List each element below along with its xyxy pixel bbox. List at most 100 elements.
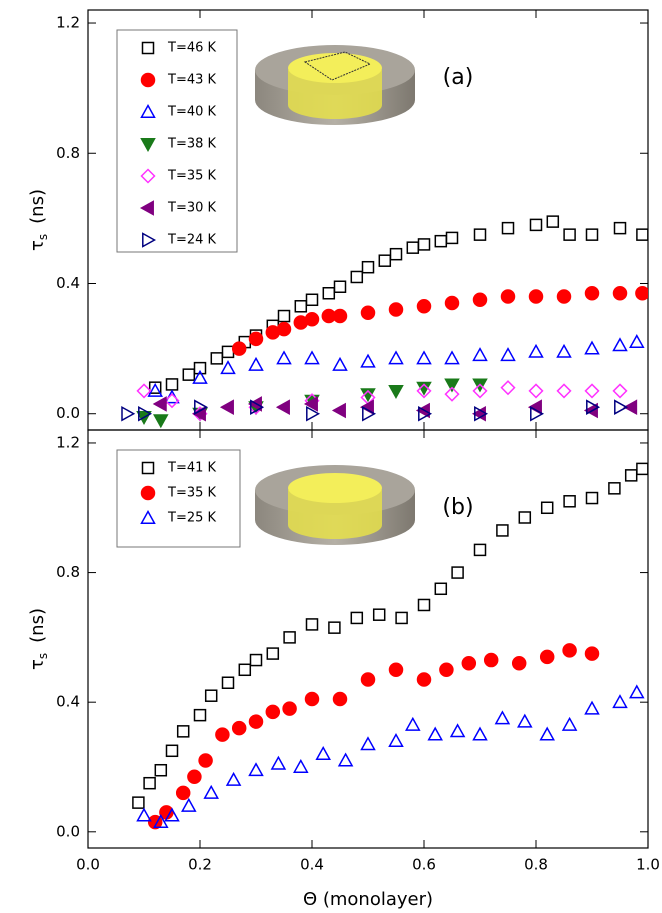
marker [361, 260, 375, 274]
marker [303, 396, 318, 412]
y-tick-label: 0.0 [56, 822, 80, 840]
marker [528, 343, 544, 358]
marker [636, 462, 648, 476]
marker [472, 383, 488, 399]
y-tick-label: 0.4 [56, 693, 80, 711]
marker [140, 485, 156, 501]
marker [511, 656, 527, 671]
legend-box [116, 449, 241, 548]
marker [444, 350, 460, 365]
plot-frame [87, 429, 649, 849]
marker [417, 598, 431, 612]
marker [176, 725, 190, 738]
marker [546, 215, 560, 228]
marker [483, 652, 499, 668]
marker [444, 295, 460, 311]
marker [250, 399, 265, 415]
marker [518, 511, 532, 524]
marker [562, 643, 577, 658]
marker [563, 228, 576, 241]
marker [306, 405, 321, 422]
marker [388, 302, 404, 317]
marker [612, 383, 628, 399]
marker [152, 396, 167, 412]
marker [132, 796, 145, 809]
marker [332, 308, 348, 324]
legend-text: T=30 K [167, 201, 217, 216]
marker [304, 350, 320, 365]
y-label-subscript: s [36, 653, 50, 659]
marker [444, 378, 460, 393]
marker [388, 662, 404, 678]
marker [624, 469, 638, 482]
marker [496, 524, 509, 537]
marker [439, 662, 454, 678]
marker [219, 399, 234, 415]
marker [378, 254, 392, 267]
panel-annotation: (b) [442, 495, 473, 520]
marker [193, 361, 207, 375]
panel-annotation: (a) [443, 65, 474, 90]
marker [331, 402, 346, 419]
marker [140, 138, 156, 153]
legend-text: T=46 K [167, 41, 217, 56]
marker [221, 345, 235, 359]
marker [221, 676, 235, 689]
y-tick-label: 0.4 [56, 274, 80, 292]
marker [276, 350, 292, 365]
marker [154, 763, 168, 777]
marker [270, 755, 287, 770]
x-tick-label: 0.8 [524, 856, 548, 874]
marker [636, 228, 648, 241]
marker [204, 689, 218, 702]
legend-text: T=25 K [167, 511, 217, 526]
marker [540, 501, 554, 515]
marker [315, 745, 331, 760]
marker [164, 393, 180, 409]
marker [139, 200, 154, 216]
marker [530, 405, 545, 422]
marker [138, 405, 153, 422]
marker [249, 653, 263, 667]
marker [561, 716, 578, 731]
data-layer [132, 462, 648, 830]
marker [265, 704, 281, 720]
marker [182, 368, 196, 381]
legend-text: T=35 K [167, 486, 217, 501]
data-layer [121, 215, 648, 429]
marker [304, 691, 320, 707]
marker [556, 343, 572, 358]
marker [333, 280, 347, 293]
marker [585, 228, 599, 241]
legend-text: T=35 K [167, 169, 217, 184]
marker [305, 618, 319, 631]
marker [416, 350, 432, 365]
y-axis-label: τs (ns) [27, 608, 50, 670]
marker [494, 710, 511, 725]
marker [501, 221, 515, 235]
marker [388, 350, 404, 365]
marker [332, 691, 348, 707]
marker [612, 286, 628, 301]
marker [517, 713, 533, 728]
marker [473, 228, 487, 241]
marker [635, 286, 648, 301]
marker [337, 752, 354, 767]
marker [282, 701, 297, 716]
marker [584, 286, 600, 301]
marker [629, 684, 645, 699]
marker [461, 656, 477, 671]
marker [416, 672, 432, 687]
marker [136, 383, 152, 399]
marker [584, 383, 600, 399]
marker [395, 611, 408, 625]
marker [121, 405, 136, 422]
marker [193, 708, 207, 722]
legend-text: T=40 K [167, 105, 217, 120]
marker [500, 289, 516, 304]
marker [472, 726, 488, 741]
legend-text: T=38 K [167, 137, 217, 152]
marker [215, 727, 230, 742]
marker [472, 292, 488, 308]
